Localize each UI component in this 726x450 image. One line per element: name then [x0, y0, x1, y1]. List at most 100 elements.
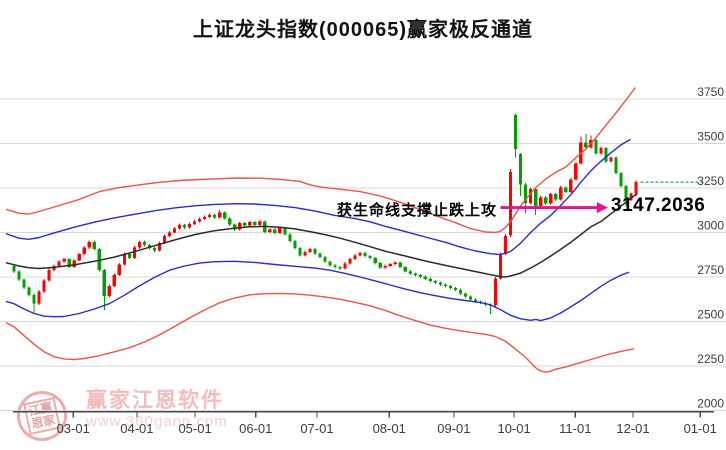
candle-body: [418, 275, 422, 277]
x-tick-label: 04-01: [120, 421, 153, 436]
candle-body: [182, 225, 187, 228]
candle-body: [534, 188, 538, 207]
candle-body: [624, 185, 628, 201]
candle-body: [77, 254, 81, 261]
candle-body: [177, 225, 182, 229]
extreme-upper-band-red: [5, 87, 636, 234]
candle-body: [142, 241, 147, 245]
candle-body: [233, 224, 237, 230]
candle-body: [498, 253, 503, 279]
candle-body: [82, 247, 86, 255]
candle-body: [127, 253, 131, 258]
candle-body: [584, 142, 588, 148]
candle-body: [629, 193, 633, 201]
x-tick-label: 03-01: [57, 421, 90, 436]
candle-body: [468, 296, 473, 300]
candle-body: [609, 157, 613, 162]
candle-body: [303, 252, 307, 256]
candle-body: [333, 265, 337, 268]
watermark-brand: 赢家江恩软件: [86, 389, 224, 412]
candle-body: [137, 241, 141, 248]
candle-body: [62, 258, 66, 262]
candle-body: [213, 215, 217, 218]
x-tick-label: 06-01: [239, 421, 272, 436]
candle-body: [27, 287, 31, 296]
candle-body: [47, 269, 51, 281]
annotation-arrow: [500, 202, 608, 214]
chart-title: 上证龙头指数(000065)赢家极反通道: [192, 19, 534, 41]
candle-body: [398, 262, 402, 268]
x-tick-label: 11-01: [559, 421, 591, 436]
candle-body: [539, 197, 543, 207]
candle-body: [253, 222, 257, 226]
candle-body: [162, 236, 167, 243]
candle-body: [564, 187, 568, 192]
candle-body: [383, 265, 387, 268]
x-tick-label: 12-01: [616, 421, 649, 436]
candle-body: [323, 257, 327, 262]
x-tick-label: 09-01: [437, 421, 470, 436]
y-tick-label: 3500: [697, 130, 724, 144]
candle-body: [438, 282, 442, 285]
candle-body: [328, 261, 332, 266]
candle-body: [378, 263, 382, 268]
y-tick-label: 2500: [697, 308, 724, 322]
candle-body: [187, 223, 192, 228]
candle-body: [634, 182, 638, 194]
candle-body: [544, 197, 548, 204]
candle-body: [268, 229, 272, 233]
x-axis: 03-01 04-01 05-01 06-01 07-01 08-01 09-01 10-01…: [13, 410, 717, 436]
candle-body: [473, 299, 478, 302]
y-tick-label: 3000: [697, 219, 724, 233]
candle-body: [57, 261, 61, 266]
candle-body: [503, 236, 508, 254]
candle-body: [358, 252, 362, 256]
candle-body: [107, 285, 111, 297]
candle-body: [17, 271, 21, 280]
candle-body: [283, 227, 287, 235]
candle-body: [223, 212, 227, 219]
candle-body: [172, 228, 177, 233]
candle-body: [87, 241, 91, 248]
candle-body: [278, 227, 282, 233]
candle-body: [428, 278, 432, 281]
candle-body: [122, 253, 126, 265]
candle-body: [313, 249, 317, 254]
candle-body: [152, 248, 157, 251]
annotation-value: 3147.2036: [611, 195, 706, 216]
candle-body: [197, 219, 202, 222]
candle-body: [192, 221, 197, 224]
candle-body: [433, 280, 437, 283]
candle-body: [614, 157, 618, 173]
candle-body: [554, 194, 558, 200]
candle-body: [514, 115, 518, 149]
candle-body: [408, 271, 412, 274]
candle-body: [549, 194, 553, 204]
candle-body: [423, 276, 427, 279]
grid-lines: [0, 98, 726, 411]
candle-body: [463, 293, 468, 297]
candle-body: [258, 221, 262, 226]
candle-body: [12, 265, 16, 272]
candle-body: [67, 258, 71, 268]
candle-body: [228, 218, 232, 225]
candle-body: [493, 278, 498, 306]
x-tick-label: 01-01: [684, 421, 717, 436]
candle-body: [208, 215, 212, 217]
candle-body: [388, 264, 392, 266]
candle-body: [238, 223, 242, 230]
candle-body: [22, 279, 26, 288]
candle-body: [353, 255, 357, 259]
candle-body: [248, 222, 252, 226]
candle-body: [273, 229, 277, 233]
candle-body: [288, 234, 292, 242]
candle-body: [348, 258, 352, 264]
candle-body: [343, 263, 347, 269]
y-tick-label: 3750: [697, 85, 724, 99]
candle-body: [368, 255, 372, 259]
watermark-url: www.360gann.com: [86, 413, 228, 430]
candle-body: [37, 291, 41, 304]
upper-channel-band-blue: [5, 138, 631, 256]
candle-body: [218, 212, 222, 218]
